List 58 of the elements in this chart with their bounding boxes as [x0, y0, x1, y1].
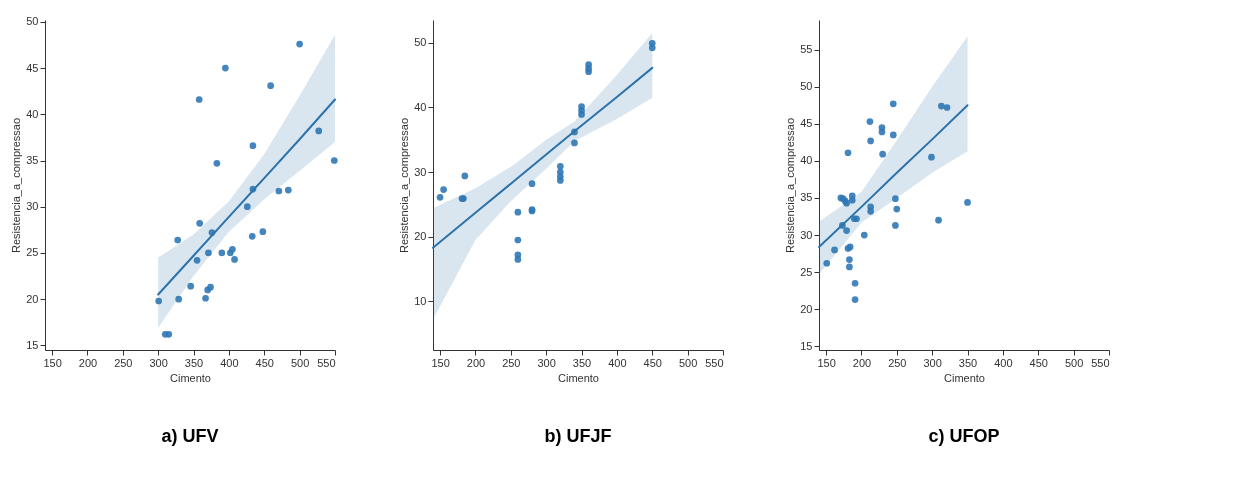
y-tick-label: 45: [26, 61, 39, 74]
x-tick-label: 300: [923, 356, 942, 369]
y-tick-label: 40: [414, 100, 427, 113]
x-tick-label: 550: [705, 356, 724, 369]
x-tick-label: 500: [290, 356, 310, 369]
y-tick-label: 40: [800, 154, 813, 167]
x-tick-label: 150: [431, 356, 450, 369]
x-tick-label: 500: [678, 356, 698, 369]
x-tick-label: 500: [1064, 356, 1084, 369]
x-tick-label: 450: [1029, 356, 1048, 369]
y-tick-label: 55: [800, 43, 813, 56]
y-axis-title: Resistencia_a_compressao: [398, 117, 411, 254]
y-tick-label: 45: [800, 117, 813, 130]
x-tick-label: 250: [888, 356, 907, 369]
x-tick-label: 550: [1091, 356, 1110, 369]
y-tick-label: 50: [800, 80, 813, 93]
y-tick-label: 25: [26, 246, 39, 259]
y-tick-label: 50: [414, 36, 427, 49]
y-tick-label: 15: [800, 339, 813, 352]
y-tick-label: 35: [800, 191, 813, 204]
x-tick-label: 400: [220, 356, 239, 369]
y-tick-label: 20: [26, 292, 39, 305]
x-tick-label: 250: [114, 356, 133, 369]
x-tick-label: 450: [643, 356, 662, 369]
text: a) UFV: [161, 426, 219, 446]
x-tick-label: 400: [994, 356, 1013, 369]
y-axis-title: Resistencia_a_compressao: [10, 117, 23, 254]
y-tick-label: 40: [26, 107, 39, 120]
y-axis-title: Resistencia_a_compressao: [784, 117, 797, 254]
y-tick-label: 20: [800, 302, 813, 315]
x-tick-label: 200: [78, 356, 98, 369]
text: c) UFOP: [928, 426, 1000, 446]
x-tick-label: 350: [572, 356, 592, 369]
y-tick-label: 30: [414, 165, 427, 178]
x-tick-label: 450: [255, 356, 274, 369]
x-tick-label: 200: [466, 356, 486, 369]
y-tick-label: 25: [800, 265, 813, 278]
y-tick-label: 35: [26, 154, 39, 166]
x-tick-label: 350: [958, 356, 978, 369]
x-axis-title: Cimento: [944, 371, 985, 384]
x-tick-label: 250: [502, 356, 521, 369]
y-tick-label: 15: [26, 338, 39, 351]
x-tick-label: 400: [608, 356, 627, 369]
x-axis-title: Cimento: [170, 371, 211, 384]
y-tick-label: 20: [414, 230, 427, 243]
text: b) UFJF: [544, 426, 612, 446]
x-tick-label: 300: [149, 356, 168, 369]
x-tick-label: 200: [852, 356, 872, 369]
x-tick-label: 350: [184, 356, 204, 369]
y-tick-label: 50: [26, 15, 39, 28]
y-tick-label: 30: [800, 228, 813, 241]
y-tick-label: 30: [26, 200, 39, 213]
x-tick-label: 150: [817, 356, 836, 369]
x-tick-label: 550: [317, 356, 336, 369]
y-tick-label: 10: [414, 294, 427, 307]
x-tick-label: 300: [537, 356, 556, 369]
x-tick-label: 150: [43, 356, 62, 369]
x-axis-title: Cimento: [558, 371, 599, 384]
